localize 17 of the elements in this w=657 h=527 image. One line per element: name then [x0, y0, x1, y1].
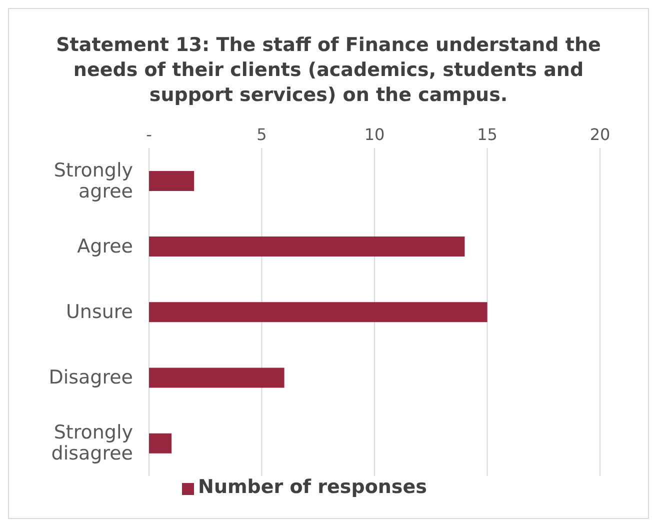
x-tick-label: -: [146, 125, 152, 144]
bar: [149, 433, 172, 454]
x-tick-label: 15: [477, 125, 498, 144]
x-tick-label: 5: [256, 125, 267, 144]
legend-label: Number of responses: [198, 476, 427, 498]
y-tick-label: Agree: [77, 235, 133, 258]
y-tick-label: Unsure: [66, 301, 133, 323]
x-tick-label: 20: [590, 125, 610, 144]
y-tick-label: Strongly disagree: [51, 422, 133, 465]
chart-title: Statement 13: The staff of Finance understand the needs of their clients (academics, students and support services) on the campus.: [55, 33, 602, 108]
bar: [149, 236, 465, 257]
bar: [149, 302, 488, 322]
x-tick-label: 10: [364, 125, 385, 144]
y-tick-label: Strongly agree: [54, 159, 133, 202]
bar: [149, 368, 284, 388]
y-tick-label: Disagree: [48, 366, 133, 389]
bar: [149, 170, 194, 191]
